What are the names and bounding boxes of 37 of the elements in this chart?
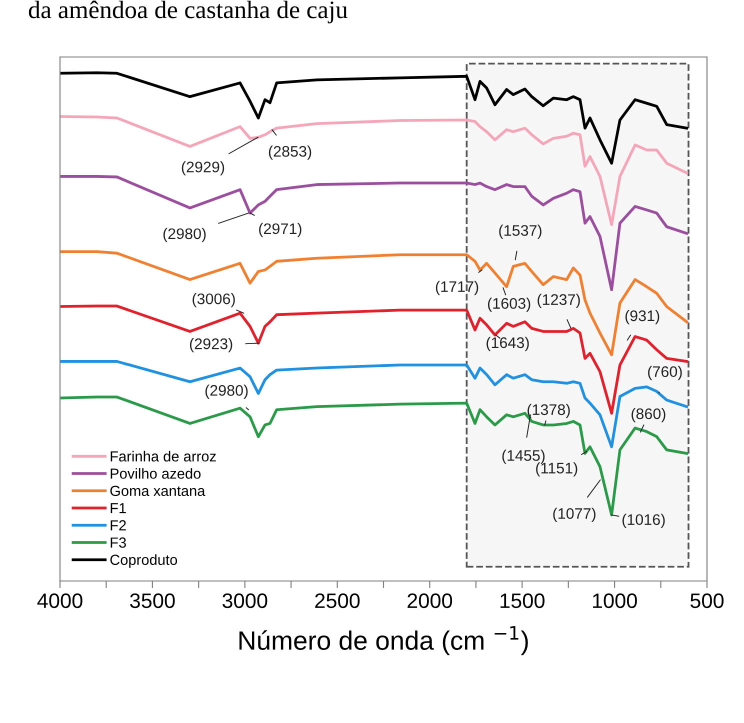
x-tick-label: 2000 bbox=[408, 593, 452, 608]
legend-label: F2 bbox=[110, 520, 126, 530]
x-tick-label: 1500 bbox=[500, 593, 545, 608]
annotation: (2853) bbox=[268, 146, 312, 160]
annotation: (1378) bbox=[528, 404, 570, 418]
annotation: (2923) bbox=[190, 338, 232, 352]
x-tick-label: 3500 bbox=[130, 593, 175, 608]
annotation: (1151) bbox=[536, 462, 578, 477]
annotation: (1077) bbox=[553, 508, 596, 522]
annotation: (1643) bbox=[486, 336, 529, 352]
annotation: (760) bbox=[648, 366, 682, 380]
legend-label: Povilho azedo bbox=[110, 468, 201, 479]
annotation: (860) bbox=[632, 408, 666, 422]
annotation: (931) bbox=[625, 310, 660, 324]
legend-label: F3 bbox=[110, 537, 126, 548]
chart-title: da amêndoa de castanha de caju bbox=[28, 0, 348, 24]
annotation: (1717) bbox=[436, 280, 478, 296]
annotation: (3006) bbox=[192, 293, 235, 308]
legend-label: F1 bbox=[110, 503, 126, 514]
annotation: (2980) bbox=[163, 228, 206, 242]
x-tick-label: 500 bbox=[690, 593, 724, 608]
x-axis-title: Número de onda (cm $^{−1}$) bbox=[239, 626, 528, 656]
legend-label: Farinha de arroz bbox=[110, 450, 216, 462]
annotation: (1016) bbox=[622, 514, 665, 528]
annotation: (1603) bbox=[488, 298, 530, 312]
x-tick-label: 4000 bbox=[37, 593, 82, 608]
legend-label: Goma xantana bbox=[110, 486, 206, 496]
annotation: (1455) bbox=[502, 450, 545, 464]
annotation: (2971) bbox=[259, 222, 302, 238]
x-tick-label: 3000 bbox=[222, 593, 268, 608]
annotation: (2929) bbox=[182, 161, 224, 176]
annotation: (2980) bbox=[205, 384, 248, 399]
annotation: (1537) bbox=[499, 224, 542, 239]
x-tick-label: 1000 bbox=[592, 593, 637, 608]
legend-label: Coproduto bbox=[110, 554, 178, 568]
annotation: (1237) bbox=[538, 294, 580, 308]
x-tick-label: 2500 bbox=[315, 593, 360, 608]
